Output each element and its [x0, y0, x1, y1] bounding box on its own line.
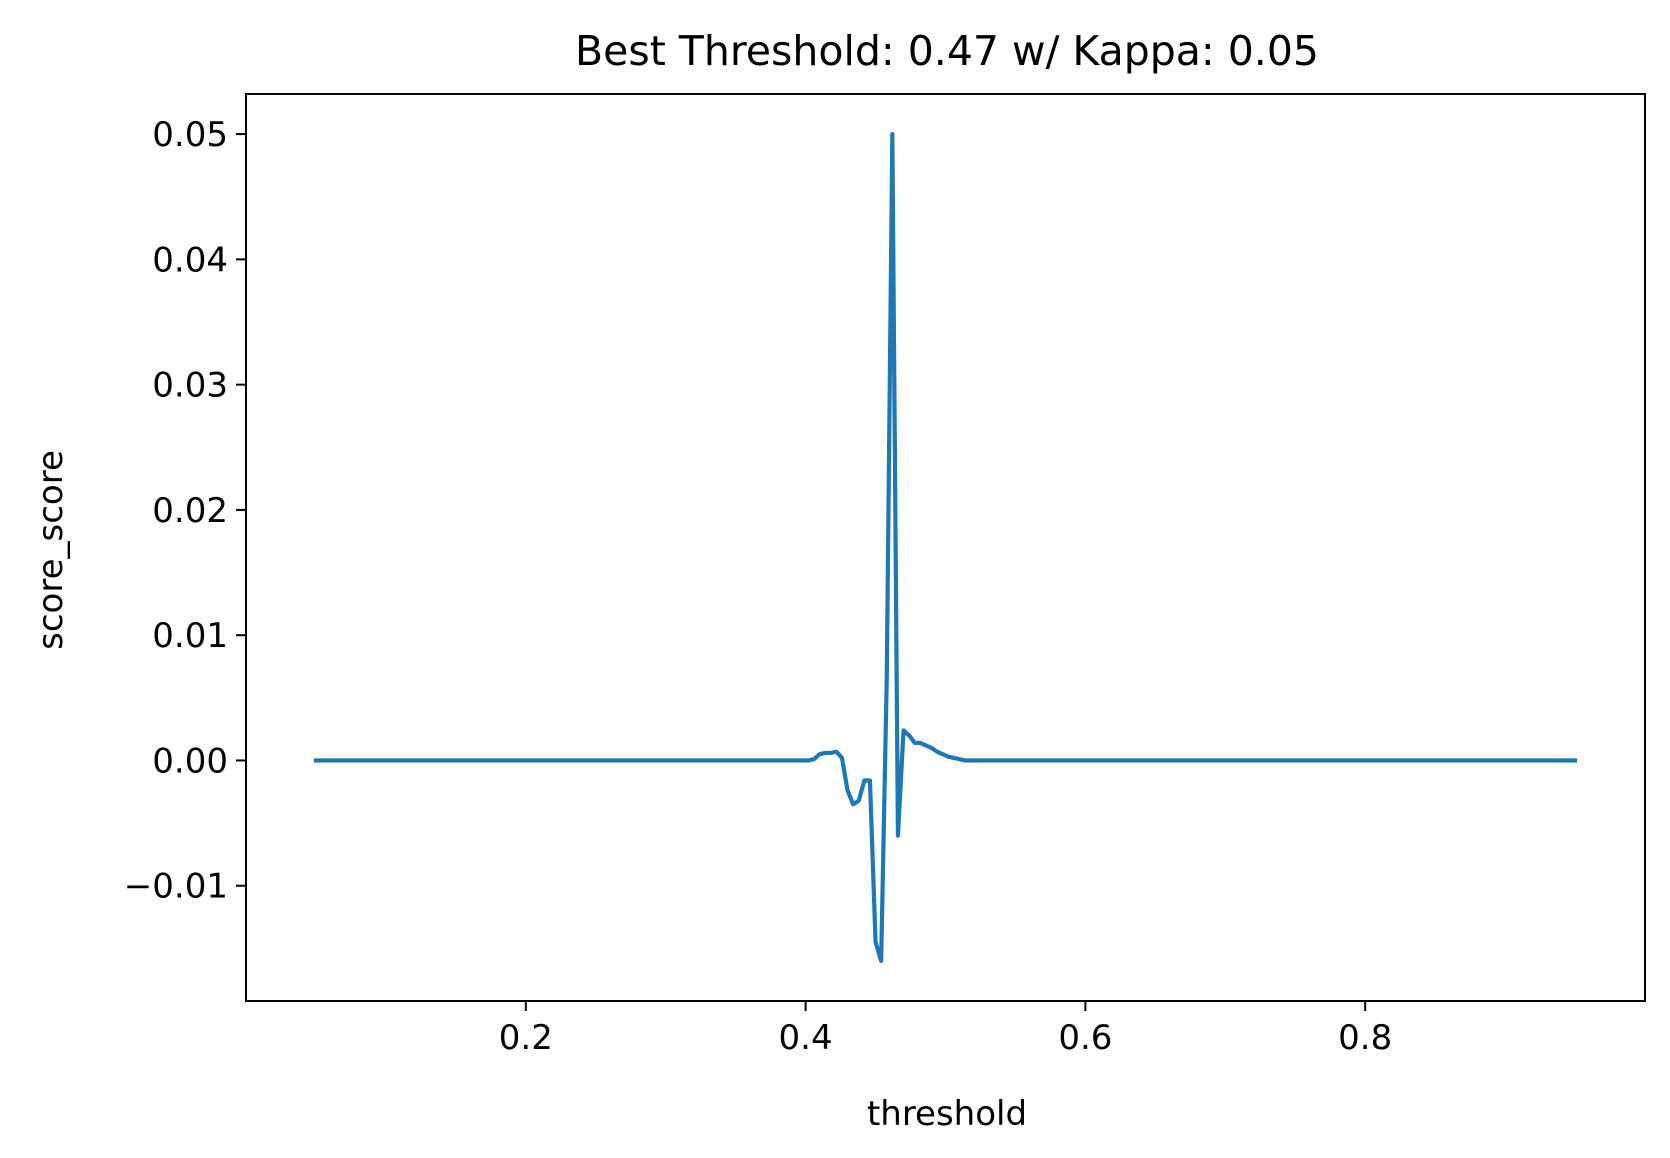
y-tick-label: 0.03 [152, 366, 228, 406]
y-tick-label: 0.01 [152, 616, 228, 656]
y-tick-label: 0.02 [152, 491, 228, 531]
chart-title: Best Threshold: 0.47 w/ Kappa: 0.05 [575, 27, 1319, 75]
y-axis-label: score_score [31, 450, 71, 650]
x-tick-label: 0.4 [779, 1018, 833, 1058]
y-tick-label: −0.01 [124, 867, 228, 907]
x-tick-label: 0.6 [1058, 1018, 1112, 1058]
axes-frame [245, 93, 1646, 1002]
x-tick-label: 0.2 [499, 1018, 553, 1058]
y-tick-label: 0.05 [152, 115, 228, 155]
series-line-0 [313, 131, 1578, 964]
y-tick-label: 0.04 [152, 240, 228, 280]
plot-area: 0.2 0.4 0.6 0.8 −0.01 0.00 0.01 0.02 0.03 0.04 0.0… [124, 93, 1646, 1058]
x-tick-label: 0.8 [1338, 1018, 1392, 1058]
y-tick-label: 0.00 [152, 741, 228, 781]
x-axis-label: threshold [867, 1094, 1027, 1134]
